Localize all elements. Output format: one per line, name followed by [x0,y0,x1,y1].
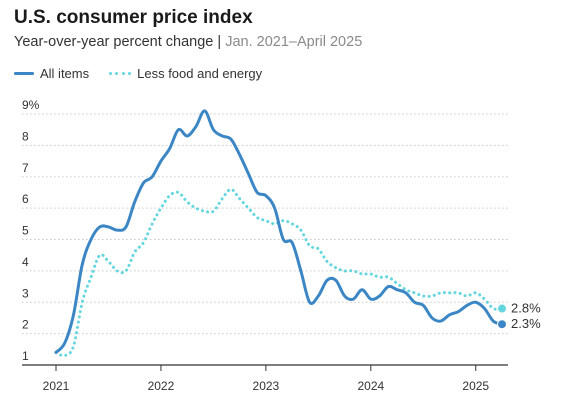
x-tick-label: 2021 [43,379,70,393]
y-tick-label: 9% [22,98,40,112]
series-lines [54,109,504,358]
x-tick-label: 2023 [253,379,280,393]
legend-label-all-items: All items [40,66,90,81]
series-line-all-items [54,109,504,354]
y-axis-ticks: 1 2 3 4 5 6 7 8 9% [22,98,40,363]
legend-item-core: Less food and energy [109,66,262,81]
subtitle-date-range: Jan. 2021–April 2025 [225,34,363,50]
y-tick-label: 2 [22,318,29,332]
y-tick-label: 5 [22,224,29,238]
x-axis: 2021 2022 2023 2024 2025 [22,364,508,393]
series-line-core [54,187,504,358]
legend-swatch-dotted [109,72,132,75]
x-tick-label: 2024 [357,379,384,393]
end-marker-core [497,303,507,314]
legend-label-core: Less food and energy [137,66,263,81]
end-label-core: 2.8% [511,301,541,316]
x-tick-label: 2025 [462,379,489,393]
chart-title: U.S. consumer price index [14,7,253,28]
end-label-all-items: 2.3% [511,316,541,331]
grid-lines [22,113,508,335]
legend-swatch-solid [14,72,34,75]
chart-subtitle: Year-over-year percent change | Jan. 202… [14,34,362,50]
y-tick-label: 8 [22,129,29,143]
y-tick-label: 6 [22,192,29,206]
y-tick-label: 7 [22,161,29,175]
subtitle-main: Year-over-year percent change [14,34,214,50]
x-tick-label: 2022 [148,379,175,393]
y-tick-label: 4 [22,255,29,269]
y-tick-label: 1 [22,349,29,363]
legend: All items Less food and energy [14,66,282,81]
y-tick-label: 3 [22,286,29,300]
series-end-markers: 2.8%2.3% [497,301,541,331]
end-marker-all-items [497,319,507,330]
subtitle-separator: | [213,34,226,50]
legend-item-all-items: All items [14,66,89,81]
